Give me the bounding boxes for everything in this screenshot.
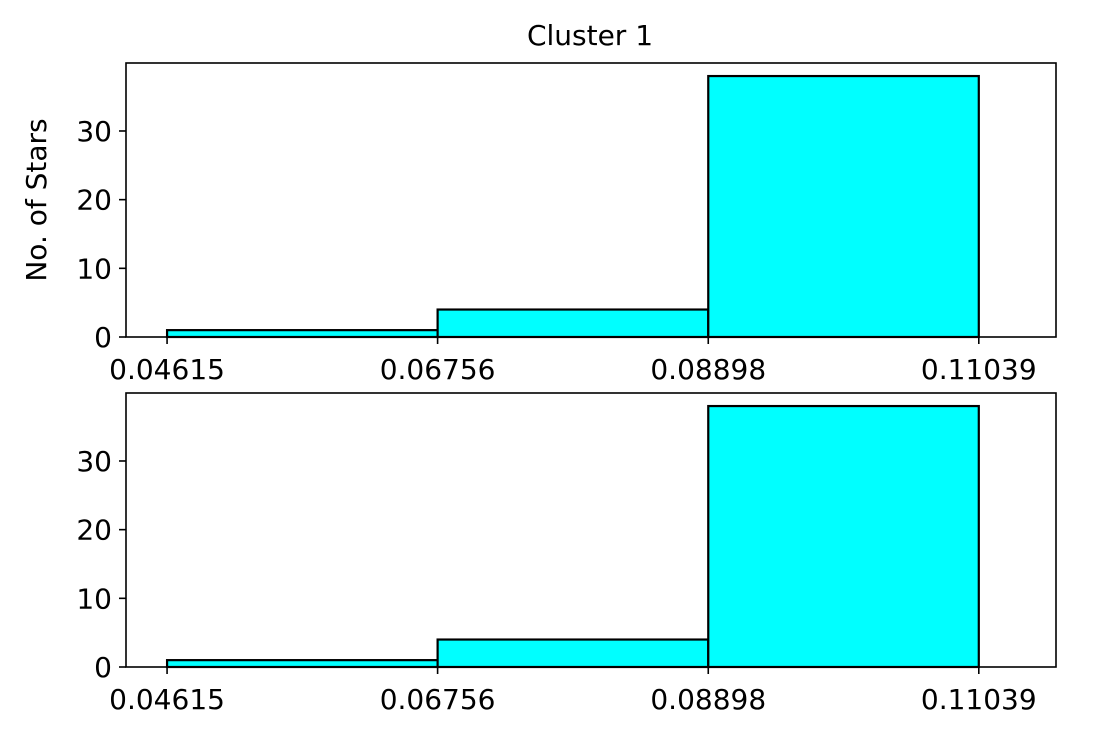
y-tick-label: 30 [76, 445, 112, 478]
x-tick-label: 0.11039 [921, 353, 1037, 386]
histogram-bar-2 [436, 308, 710, 339]
x-tick-label: 0.11039 [921, 683, 1037, 716]
y-tick-label: 10 [76, 582, 112, 615]
x-tick-label: 0.04615 [109, 353, 225, 386]
y-tick-label: 10 [76, 252, 112, 285]
y-tick-label: 30 [76, 115, 112, 148]
x-tick-label: 0.06756 [380, 353, 496, 386]
x-tick-label: 0.08898 [650, 353, 766, 386]
x-tick-label: 0.04615 [109, 683, 225, 716]
histogram-bar-1 [165, 659, 439, 669]
top-histogram-panel: 0.04615 0.06756 0.08898 0.11039 0 10 20 30 [76, 62, 1057, 386]
y-tick-label: 0 [94, 651, 112, 684]
histogram-bar-3 [707, 404, 980, 669]
histogram-bar-1 [165, 329, 439, 339]
y-tick-label: 0 [94, 321, 112, 354]
histogram-bar-3 [707, 74, 980, 339]
y-tick-label: 20 [76, 514, 112, 547]
x-tick-label: 0.06756 [380, 683, 496, 716]
histogram-bar-2 [436, 638, 710, 669]
y-axis-label: No. of Stars [20, 118, 53, 281]
y-tick-label: 20 [76, 184, 112, 217]
x-tick-label: 0.08898 [650, 683, 766, 716]
bottom-histogram-panel: 0.04615 0.06756 0.08898 0.11039 0 10 20 30 [76, 392, 1057, 716]
chart-title: Cluster 1 [527, 19, 653, 52]
